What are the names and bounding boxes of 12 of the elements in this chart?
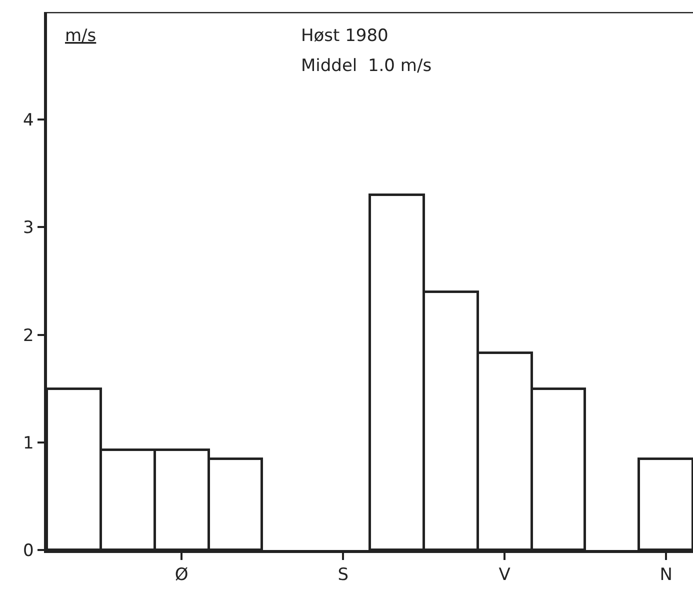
y-tick-label: 4 bbox=[23, 110, 34, 131]
y-axis-title: m/s bbox=[65, 26, 96, 46]
x-tick-label: S bbox=[338, 565, 348, 586]
y-tick-label: 1 bbox=[23, 433, 34, 454]
text: Høst 1980 bbox=[301, 26, 388, 46]
text: Middel 1.0 m/s bbox=[301, 56, 432, 76]
x-tick-label: Ø bbox=[174, 565, 188, 586]
x-tick-label: N bbox=[660, 565, 672, 586]
y-tick-label: 0 bbox=[23, 540, 34, 561]
x-tick-label: V bbox=[498, 565, 511, 586]
y-tick-label: 2 bbox=[23, 326, 34, 346]
y-tick-label: 3 bbox=[23, 218, 34, 238]
